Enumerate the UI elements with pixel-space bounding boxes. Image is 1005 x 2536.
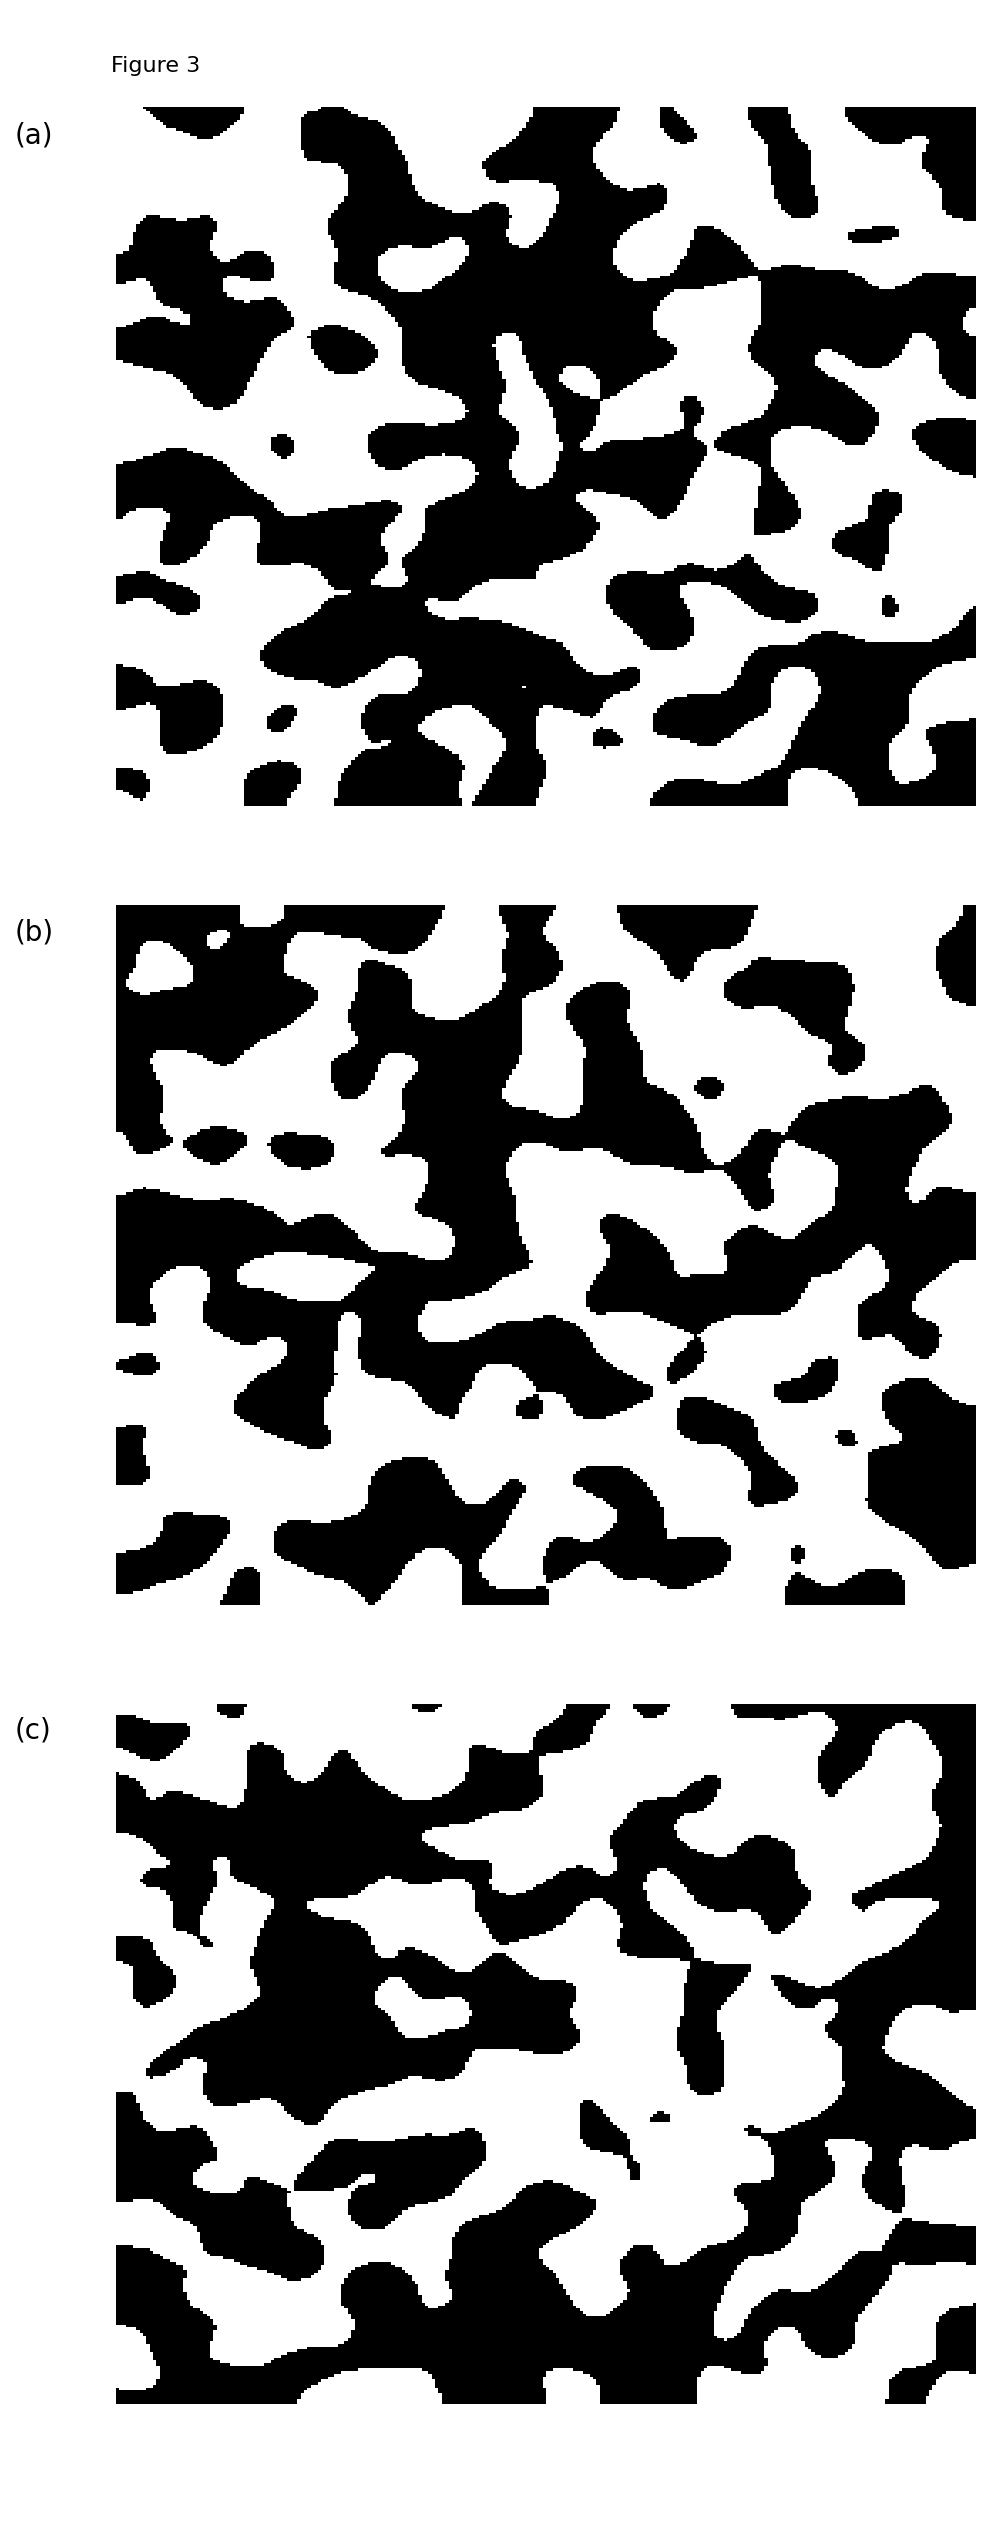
Text: (c): (c) [15,1717,52,1745]
Text: Figure 3: Figure 3 [111,56,200,76]
Text: (a): (a) [15,122,53,150]
Text: (b): (b) [15,918,54,946]
